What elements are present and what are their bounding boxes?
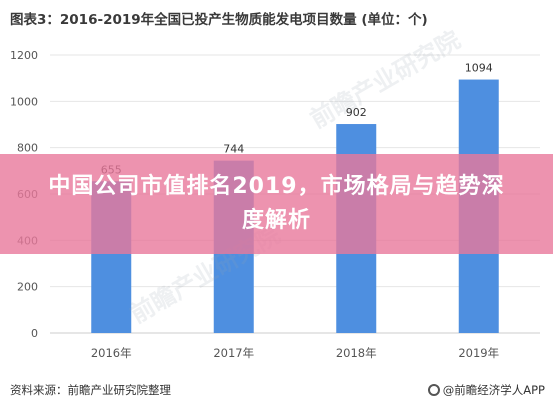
bar-value-label: 902 <box>346 106 367 119</box>
banner-headline: 中国公司市值排名2019，市场格局与趋势深度解析 <box>48 174 505 233</box>
headline-banner: 中国公司市值排名2019，市场格局与趋势深度解析 <box>0 154 553 254</box>
y-tick-label: 1200 <box>10 49 38 62</box>
bar-value-label: 744 <box>223 143 244 156</box>
brand-text: @前瞻经济学人APP <box>442 383 545 397</box>
y-tick-label: 0 <box>31 327 38 340</box>
brand-credit: @前瞻经济学人APP <box>427 382 545 398</box>
y-tick-label: 1000 <box>10 95 38 108</box>
qianzhan-logo-icon <box>427 384 440 396</box>
x-tick-label: 2019年 <box>458 346 499 360</box>
x-tick-label: 2016年 <box>91 346 132 360</box>
y-tick-label: 800 <box>17 142 38 155</box>
x-tick-label: 2017年 <box>213 346 254 360</box>
y-tick-label: 200 <box>17 281 38 294</box>
bar-value-label: 1094 <box>465 62 493 75</box>
source-note: 资料来源：前瞻产业研究院整理 <box>10 383 171 397</box>
chart-title: 图表3：2016-2019年全国已投产生物质能发电项目数量 (单位：个) <box>10 12 428 28</box>
x-tick-label: 2018年 <box>336 346 377 360</box>
